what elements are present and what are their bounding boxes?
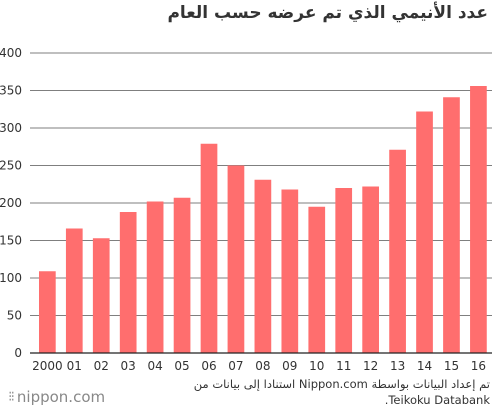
brand-name: nippon.com: [16, 388, 106, 406]
x-tick-label: 03: [121, 359, 136, 373]
y-tick-label: 250: [0, 159, 22, 173]
bar-chart: 0 50 100 150 200 250 300 350 400 2000 01 02 03 04 05 0…: [0, 46, 492, 373]
bar-10: [308, 206, 326, 353]
y-tick-label: 400: [0, 46, 22, 60]
bar-13: [389, 149, 406, 353]
bar-06: [200, 143, 218, 353]
bar-05: [173, 197, 191, 353]
x-tick-label: 10: [309, 359, 324, 373]
x-tick-label: 12: [363, 359, 378, 373]
chart-title: عدد الأنيمي الذي تم عرضه حسب العام: [167, 3, 488, 23]
bar-07: [227, 165, 245, 353]
y-tick-label: 350: [0, 84, 22, 98]
x-tick-label: 2000: [32, 359, 63, 373]
bar-16: [470, 86, 487, 353]
bar-12: [362, 186, 379, 353]
bar-03: [119, 212, 137, 353]
x-tick-label: 14: [417, 359, 432, 373]
source-line-1: تم إعداد البيانات بواسطة Nippon.com استن…: [193, 377, 490, 391]
x-tick-label: 02: [94, 359, 109, 373]
x-tick-label: 06: [201, 359, 216, 373]
bar-11: [335, 188, 353, 353]
brand-logo: ⁝⁝ nippon.com: [8, 388, 105, 406]
bars: [39, 86, 487, 353]
bar-02: [92, 238, 110, 353]
y-tick-label: 150: [0, 234, 22, 248]
bar-01: [65, 228, 83, 353]
y-tick-label: 0: [14, 346, 22, 360]
x-tick-label: 07: [228, 359, 243, 373]
bar-2000: [39, 271, 56, 353]
x-tick-label: 11: [336, 359, 351, 373]
source-line-2: Teikoku Databank.: [384, 393, 490, 407]
logo-dots-icon: ⁝⁝: [8, 389, 15, 405]
x-tick-label: 05: [174, 359, 189, 373]
x-tick-label: 13: [390, 359, 405, 373]
x-tick-label: 16: [471, 359, 486, 373]
x-tick-label: 09: [282, 359, 297, 373]
y-tick-label: 200: [0, 196, 22, 210]
x-tick-label: 01: [67, 359, 82, 373]
y-axis-labels: 0 50 100 150 200 250 300 350 400: [0, 46, 22, 360]
y-tick-label: 100: [0, 271, 22, 285]
bar-09: [281, 189, 299, 353]
y-tick-label: 50: [7, 309, 22, 323]
source-note: تم إعداد البيانات بواسطة Nippon.com استن…: [130, 376, 490, 408]
y-tick-label: 300: [0, 121, 22, 135]
x-axis-labels: 2000 01 02 03 04 05 06 07 08 09 10 11 12 13 14 15 16: [32, 359, 486, 373]
bar-08: [254, 179, 272, 353]
x-tick-label: 08: [255, 359, 270, 373]
bar-04: [146, 201, 164, 353]
bar-15: [443, 97, 460, 353]
x-tick-label: 04: [147, 359, 162, 373]
x-tick-label: 15: [444, 359, 459, 373]
bar-14: [416, 111, 433, 353]
